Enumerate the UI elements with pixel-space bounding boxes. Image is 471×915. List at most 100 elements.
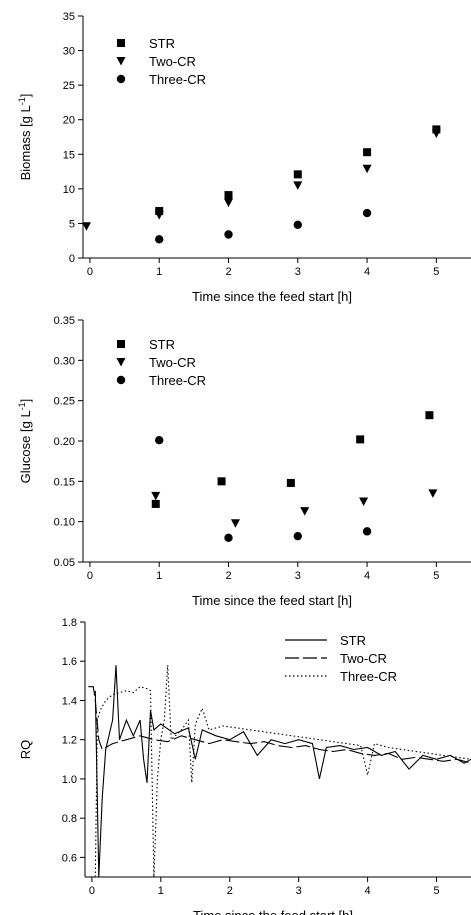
x-tick-label: 3 [295,570,301,582]
x-axis-label: Time since the feed start [h] [192,593,352,608]
y-tick-label: 0.20 [54,436,75,448]
x-tick-label: 2 [225,570,231,582]
chart-panel-2: 0.05 0.10 0.15 0.20 0.25 0.30 0.35 0 1 2 3 4 5 Time s… [17,315,471,608]
legend-label: STR [149,36,175,51]
x-tick-label: 1 [156,266,162,278]
plot-area [88,665,471,877]
data-point-str [155,206,164,215]
data-point-two-cr [300,507,310,516]
y-tick-label: 1.0 [62,774,77,786]
x-tick-label: 4 [364,570,370,582]
data-point-str [151,499,160,508]
y-axis-label: Glucose [g L-1] [17,399,33,484]
y-tick-label: 35 [63,11,75,23]
x-tick-label: 5 [433,266,439,278]
x-tick-label: 5 [433,570,439,582]
legend-label: STR [149,337,175,352]
y-tick-label: 0.35 [54,315,75,327]
x-tick-label: 0 [87,266,93,278]
series-line-two-cr [88,686,471,764]
data-point-three-cr [362,208,372,218]
series-line-three-cr [94,665,471,877]
legend-marker-three-cr [116,375,126,385]
legend-label: Two-CR [149,54,196,69]
data-point-str [425,411,434,420]
x-axis-label: Time since the feed start [h] [192,289,352,304]
x-tick-label: 0 [87,570,93,582]
x-tick-label: 3 [295,266,301,278]
data-point-three-cr [224,533,233,542]
data-point-two-cr [83,222,91,231]
legend-marker-three-cr [116,74,126,84]
y-tick-label: 1.2 [62,735,77,747]
y-tick-label: 30 [63,46,75,58]
data-point-str [217,477,226,486]
data-point-two-cr [230,519,240,528]
data-point-two-cr [428,489,438,498]
y-tick-label: 0 [69,253,75,265]
data-point-three-cr [155,435,164,445]
data-point-two-cr [359,497,369,506]
chart-panel-3: 0.6 0.8 1.0 1.2 1.4 1.6 1.8 0 1 2 3 4 5 Time since th… [18,617,471,915]
y-tick-label: 15 [63,149,75,161]
data-point-two-cr [224,198,233,208]
y-axis-label: Biomass [g L-1] [17,94,33,181]
data-point-three-cr [293,531,302,541]
data-point-three-cr [155,235,164,244]
series-line-str [94,665,471,877]
y-tick-label: 25 [63,80,75,92]
plot-area [83,125,441,244]
y-tick-label: 1.4 [62,695,77,707]
y-tick-label: 1.8 [62,617,77,629]
data-point-two-cr [431,129,441,139]
legend-label: STR [340,633,366,648]
y-tick-label: 0.25 [54,396,75,408]
data-point-two-cr [154,211,164,220]
x-tick-label: 5 [433,885,439,897]
data-point-three-cr [224,230,233,239]
x-tick-label: 4 [364,266,370,278]
data-point-str [224,191,233,200]
legend-label: Three-CR [149,373,206,388]
y-tick-label: 0.05 [54,557,75,569]
data-point-str [286,478,295,487]
legend-marker-str [117,340,125,348]
data-point-str [356,435,365,444]
y-tick-label: 10 [63,184,75,196]
legend-label: Three-CR [340,669,397,684]
x-tick-label: 2 [225,266,231,278]
x-tick-label: 2 [227,885,233,897]
data-point-str [432,125,441,134]
y-tick-label: 0.15 [54,476,75,488]
x-tick-label: 1 [156,570,162,582]
data-point-str [293,170,302,179]
y-axis-label: RQ [18,740,33,760]
x-axis-label: Time since the feed start [h] [193,908,353,915]
y-tick-label: 0.10 [54,517,75,529]
legend-marker-two-cr [116,57,126,66]
data-point-two-cr [362,164,372,174]
y-tick-label: 1.6 [62,656,77,668]
x-tick-label: 0 [89,885,95,897]
legend-marker-two-cr [116,358,126,367]
x-tick-label: 3 [296,885,302,897]
y-tick-label: 20 [63,115,75,127]
data-point-three-cr [293,220,302,230]
x-tick-label: 1 [158,885,164,897]
data-point-two-cr [293,181,303,190]
x-tick-label: 4 [365,885,371,897]
y-tick-label: 0.30 [54,355,75,367]
y-tick-label: 5 [69,218,75,230]
data-point-two-cr [151,491,161,501]
plot-area [151,411,438,542]
legend-label: Two-CR [149,355,196,370]
legend-label: Three-CR [149,72,206,87]
legend-label: Two-CR [340,651,387,666]
legend-marker-str [117,39,125,47]
y-tick-label: 0.8 [62,813,77,825]
y-tick-label: 0.6 [62,852,77,864]
data-point-str [363,148,372,157]
data-point-three-cr [362,527,372,536]
chart-panel-1: 0 5 10 15 20 25 30 35 0 1 2 3 4 5 Time since the feed … [17,11,471,304]
